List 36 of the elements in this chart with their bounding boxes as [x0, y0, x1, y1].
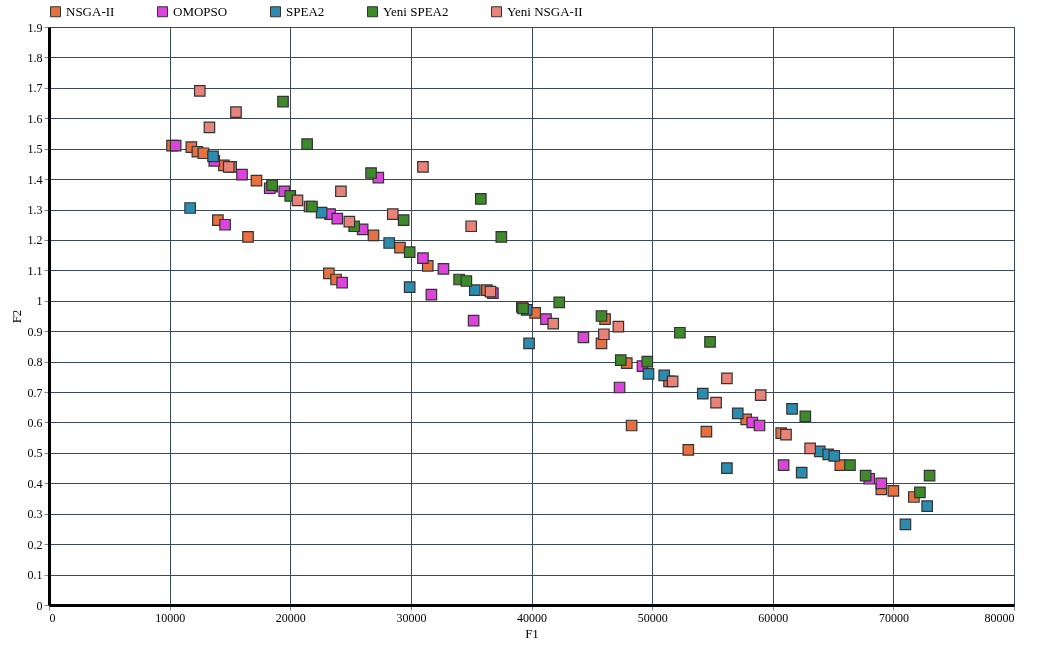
x-tick-label: 20000: [275, 610, 306, 625]
x-tick-label: 30000: [396, 610, 427, 625]
y-tick-label: 1.7: [27, 81, 43, 96]
y-tick-label: 1.8: [27, 50, 43, 65]
y-tick-label: 1.2: [27, 233, 43, 248]
y-tick-label: 1.6: [27, 111, 43, 126]
legend-label: OMOPSO: [173, 3, 228, 19]
y-axis-title: F2: [8, 309, 24, 324]
y-tick-label: 0.9: [27, 324, 43, 339]
y-tick-label: 1.1: [27, 263, 43, 278]
y-tick-label: 0.3: [27, 507, 43, 522]
y-tick-label: 0.2: [27, 537, 43, 552]
y-tick-label: 0.4: [27, 476, 43, 491]
legend-label: Yeni NSGA-II: [507, 3, 583, 19]
y-tick-label: 0.8: [27, 355, 43, 370]
y-tick-label: 0.6: [27, 415, 43, 430]
y-tick-label: 1.4: [27, 172, 43, 187]
x-tick-label: 80000: [984, 610, 1015, 625]
legend-label: Yeni SPEA2: [383, 3, 449, 19]
x-tick-label: 40000: [517, 610, 547, 625]
x-tick-label: 10000: [155, 610, 186, 625]
x-tick-label: 0: [49, 610, 56, 625]
y-tick-label: 0: [36, 598, 43, 613]
y-tick-label: 1.9: [27, 20, 43, 35]
y-tick-label: 0.5: [27, 446, 43, 461]
y-tick-label: 1.3: [27, 203, 43, 218]
legend-label: NSGA-II: [66, 3, 115, 19]
y-tick-label: 0.1: [27, 568, 43, 583]
x-tick-label: 60000: [758, 610, 789, 625]
x-tick-label: 70000: [878, 610, 909, 625]
x-axis-title: F1: [525, 625, 539, 641]
y-tick-label: 0.7: [27, 385, 43, 400]
y-tick-label: 1.5: [27, 142, 43, 157]
legend-label: SPEA2: [286, 3, 325, 19]
y-tick-label: 1: [36, 294, 43, 309]
x-tick-label: 50000: [637, 610, 668, 625]
